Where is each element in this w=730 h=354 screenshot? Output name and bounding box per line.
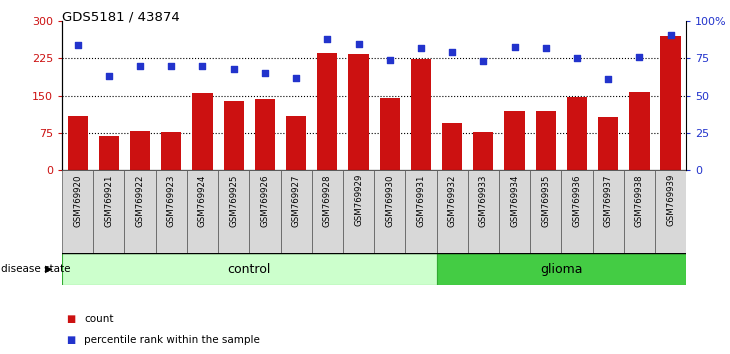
Text: GSM769936: GSM769936 [572,174,582,227]
Bar [67,116,88,170]
Point [384,57,396,63]
Text: GSM769929: GSM769929 [354,174,363,227]
Point [291,75,302,81]
Bar [317,53,337,170]
Point [634,54,645,60]
Bar [374,170,405,253]
Bar [468,170,499,253]
Point [134,63,146,69]
Bar [593,170,624,253]
Text: GSM769922: GSM769922 [136,174,145,227]
Bar [62,253,437,285]
Text: GSM769938: GSM769938 [635,174,644,227]
Bar [504,112,525,170]
Bar [155,170,187,253]
Point [540,45,552,51]
Text: GSM769920: GSM769920 [73,174,82,227]
Bar [473,132,493,170]
Bar [348,55,369,170]
Text: GSM769926: GSM769926 [261,174,269,227]
Bar [187,170,218,253]
Text: GSM769933: GSM769933 [479,174,488,227]
Text: GSM769935: GSM769935 [541,174,550,227]
Bar [437,170,468,253]
Bar [93,170,124,253]
Bar [99,136,119,170]
Bar [62,170,93,253]
Bar [561,170,593,253]
Point [509,44,520,49]
Point [103,73,115,79]
Point [602,76,614,82]
Point [446,50,458,55]
Bar [624,170,655,253]
Text: GSM769937: GSM769937 [604,174,612,227]
Bar [312,170,343,253]
Text: GSM769925: GSM769925 [229,174,238,227]
Text: GDS5181 / 43874: GDS5181 / 43874 [62,11,180,24]
Bar [380,98,400,170]
Bar [661,36,681,170]
Text: control: control [228,263,271,275]
Bar [629,92,650,170]
Bar [411,59,431,170]
Point [321,36,333,42]
Text: GSM769939: GSM769939 [666,174,675,227]
Bar [343,170,374,253]
Text: GSM769934: GSM769934 [510,174,519,227]
Bar [405,170,437,253]
Bar [598,117,618,170]
Bar [192,93,212,170]
Text: ▶: ▶ [45,264,53,274]
Bar [161,132,182,170]
Bar [286,116,307,170]
Bar [280,170,312,253]
Text: GSM769921: GSM769921 [104,174,113,227]
Text: GSM769927: GSM769927 [291,174,301,227]
Text: GSM769923: GSM769923 [166,174,176,227]
Point [259,70,271,76]
Text: GSM769924: GSM769924 [198,174,207,227]
Bar [218,170,250,253]
Text: GSM769928: GSM769928 [323,174,332,227]
Bar [255,99,275,170]
Text: disease state: disease state [1,264,71,274]
Text: count: count [84,314,113,324]
Bar [124,170,155,253]
Bar [442,123,462,170]
Text: glioma: glioma [540,263,583,275]
Bar [530,170,561,253]
Bar [130,131,150,170]
Text: ■: ■ [66,314,75,324]
Point [72,42,83,48]
Point [571,56,583,61]
Bar [437,253,686,285]
Text: percentile rank within the sample: percentile rank within the sample [84,335,260,345]
Text: ■: ■ [66,335,75,345]
Bar [566,97,587,170]
Bar [499,170,530,253]
Point [353,41,364,46]
Point [477,58,489,64]
Point [665,32,677,38]
Text: GSM769931: GSM769931 [416,174,426,227]
Bar [249,170,280,253]
Point [166,63,177,69]
Point [228,66,239,72]
Point [415,45,427,51]
Bar [655,170,686,253]
Bar [223,101,244,170]
Text: GSM769932: GSM769932 [447,174,457,227]
Point [196,63,208,69]
Bar [536,112,556,170]
Text: GSM769930: GSM769930 [385,174,394,227]
